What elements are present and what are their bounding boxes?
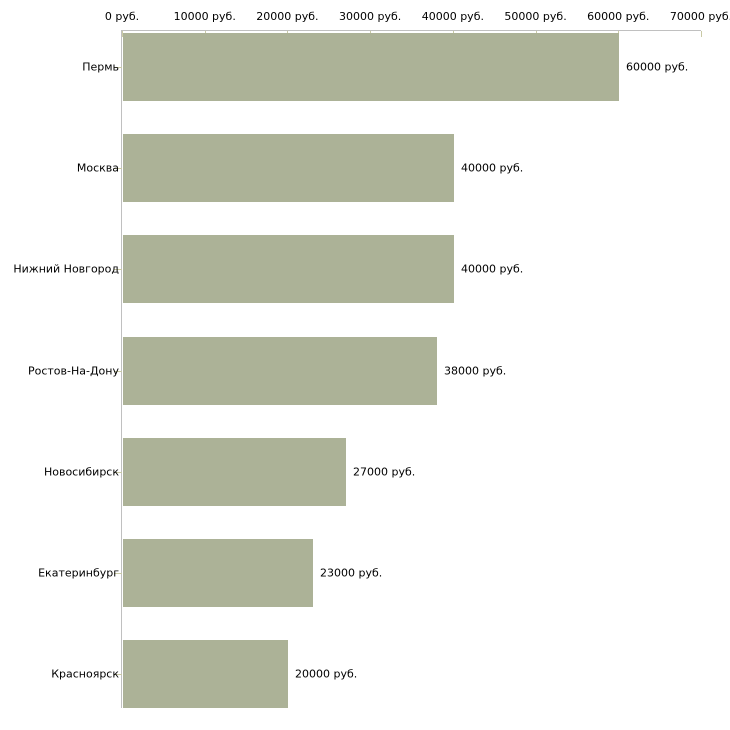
x-tick-label: 60000 руб. xyxy=(587,10,650,23)
value-label: 60000 руб. xyxy=(626,60,689,74)
category-label: Нижний Новгород xyxy=(13,262,119,276)
x-tick-mark xyxy=(122,31,123,37)
bar-5 xyxy=(123,437,346,506)
value-label: 40000 руб. xyxy=(461,161,524,175)
x-tick-label: 70000 руб. xyxy=(669,10,730,23)
y-axis-line xyxy=(121,30,122,709)
x-tick-label: 50000 руб. xyxy=(504,10,567,23)
bar-6 xyxy=(123,539,313,607)
category-label: Новосибирск xyxy=(43,465,119,479)
category-tick-mark xyxy=(114,674,122,675)
bar-7 xyxy=(123,640,288,709)
category-tick-mark xyxy=(114,269,122,270)
x-tick-label: 0 руб. xyxy=(104,10,140,23)
bar-2 xyxy=(123,134,454,203)
category-tick-mark xyxy=(114,168,122,169)
value-label: 27000 руб. xyxy=(353,465,416,479)
category-label: Ростов-На-Дону xyxy=(27,364,119,378)
x-tick-label: 30000 руб. xyxy=(339,10,402,23)
category-label: Красноярск xyxy=(51,667,119,681)
x-tick-mark xyxy=(701,31,702,37)
value-label: 40000 руб. xyxy=(461,262,524,276)
category-label: Москва xyxy=(76,161,119,175)
category-tick-mark xyxy=(114,472,122,473)
x-tick-label: 40000 руб. xyxy=(421,10,484,23)
category-label: Пермь xyxy=(82,60,119,74)
category-tick-mark xyxy=(114,371,122,372)
x-tick-label: 20000 руб. xyxy=(256,10,319,23)
bar-4 xyxy=(123,336,437,405)
x-axis-line xyxy=(122,30,701,31)
bar-3 xyxy=(123,235,454,304)
bar-1 xyxy=(123,33,619,101)
x-tick-label: 10000 руб. xyxy=(173,10,236,23)
value-label: 20000 руб. xyxy=(295,667,358,681)
value-label: 38000 руб. xyxy=(444,364,507,378)
value-label: 23000 руб. xyxy=(320,566,383,580)
category-tick-mark xyxy=(114,67,122,68)
category-label: Екатеринбург xyxy=(38,566,119,580)
category-tick-mark xyxy=(114,573,122,574)
